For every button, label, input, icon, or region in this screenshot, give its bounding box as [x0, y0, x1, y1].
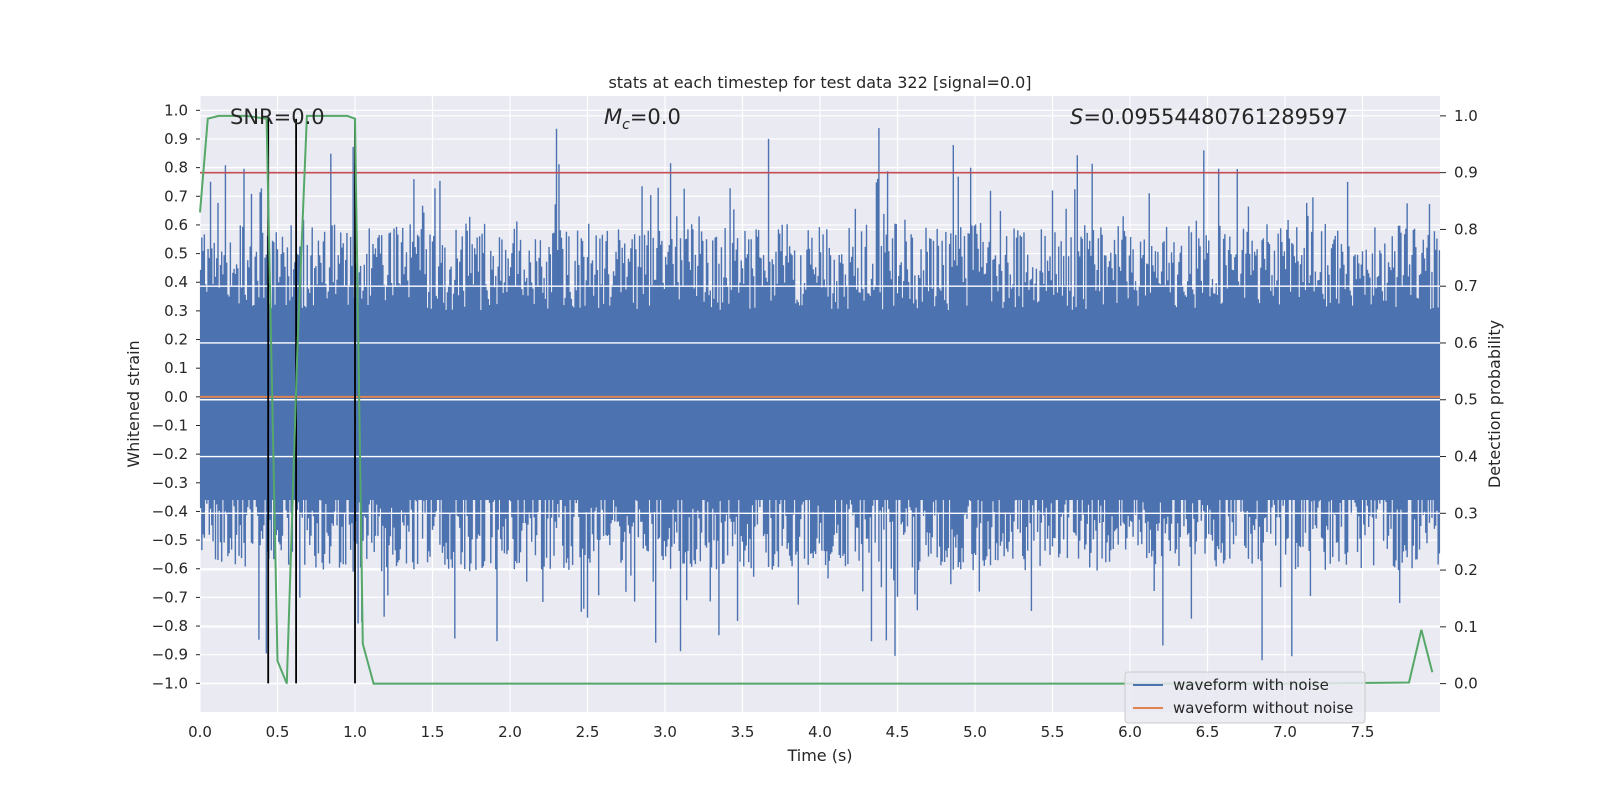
legend-label-clean: waveform without noise: [1173, 699, 1353, 717]
x-tick-label-13: 6.5: [1196, 723, 1220, 741]
right-tick-label-3: 0.7: [1454, 277, 1478, 295]
x-tick-label-11: 5.5: [1041, 723, 1065, 741]
right-tick-label-8: 0.2: [1454, 561, 1478, 579]
x-tick-label-0: 0.0: [188, 723, 212, 741]
left-tick-label-7: 0.3: [164, 302, 188, 320]
x-tick-label-1: 0.5: [266, 723, 290, 741]
left-tick-label-0: 1.0: [164, 101, 188, 119]
left-tick-label-13: −0.3: [152, 474, 188, 492]
right-tick-label-1: 0.9: [1454, 164, 1478, 182]
left-tick-label-20: −1.0: [152, 674, 188, 692]
left-tick-label-6: 0.4: [164, 273, 188, 291]
left-tick-label-10: 0.0: [164, 388, 188, 406]
chirp-mass-annotation: Mc=0.0: [604, 105, 681, 133]
left-tick-label-12: −0.2: [152, 445, 188, 463]
legend: waveform with noise waveform without noi…: [1124, 671, 1366, 724]
x-tick-label-3: 1.5: [421, 723, 445, 741]
left-tick-label-17: −0.7: [152, 588, 188, 606]
left-tick-label-3: 0.7: [164, 187, 188, 205]
right-y-axis-label: Detection probability: [1485, 320, 1504, 488]
left-tick-label-5: 0.5: [164, 245, 188, 263]
x-tick-label-2: 1.0: [343, 723, 367, 741]
s-statistic-annotation: S=0.09554480761289597: [1070, 105, 1348, 129]
x-tick-label-7: 3.5: [731, 723, 755, 741]
right-tick-label-7: 0.3: [1454, 504, 1478, 522]
snr-annotation: SNR=0.0: [230, 105, 325, 129]
left-y-axis-ticks: 1.0 0.9 0.8 0.7 0.6 0.5 0.4 0.3 0.2 0.1 0.0 −0.1 −0.…: [152, 101, 200, 692]
left-tick-label-14: −0.4: [152, 502, 188, 520]
right-tick-label-5: 0.5: [1454, 391, 1478, 409]
x-tick-label-12: 6.0: [1118, 723, 1142, 741]
left-tick-label-15: −0.5: [152, 531, 188, 549]
left-tick-label-9: 0.1: [164, 359, 188, 377]
chart-title: stats at each timestep for test data 322…: [608, 73, 1031, 92]
x-tick-label-9: 4.5: [886, 723, 910, 741]
left-tick-label-1: 0.9: [164, 130, 188, 148]
legend-box: [1124, 671, 1366, 724]
left-tick-label-19: −0.9: [152, 646, 188, 664]
right-y-axis-ticks: 1.0 0.9 0.8 0.7 0.6 0.5 0.4 0.3 0.2 0.1 0.0: [1440, 107, 1478, 693]
waveform-with-noise-series: [199, 128, 1441, 661]
right-tick-label-10: 0.0: [1454, 675, 1478, 693]
left-tick-label-2: 0.8: [164, 159, 188, 177]
left-tick-label-4: 0.6: [164, 216, 188, 234]
x-tick-label-5: 2.5: [576, 723, 600, 741]
right-tick-label-4: 0.6: [1454, 334, 1478, 352]
right-tick-label-6: 0.4: [1454, 448, 1478, 466]
left-tick-label-11: −0.1: [152, 416, 188, 434]
x-tick-label-10: 5.0: [963, 723, 987, 741]
right-tick-label-2: 0.8: [1454, 220, 1478, 238]
x-axis-label: Time (s): [786, 746, 852, 765]
x-tick-label-4: 2.0: [498, 723, 522, 741]
right-tick-label-0: 1.0: [1454, 107, 1478, 125]
x-tick-label-8: 4.0: [808, 723, 832, 741]
x-tick-label-15: 7.5: [1351, 723, 1375, 741]
left-tick-label-8: 0.2: [164, 331, 188, 349]
left-tick-label-18: −0.8: [152, 617, 188, 635]
legend-label-noise: waveform with noise: [1173, 676, 1329, 694]
x-tick-label-6: 3.0: [653, 723, 677, 741]
x-tick-label-14: 7.0: [1273, 723, 1297, 741]
right-tick-label-9: 0.1: [1454, 618, 1478, 636]
left-tick-label-16: −0.6: [152, 560, 188, 578]
x-axis-ticks: 0.0 0.5 1.0 1.5 2.0 2.5 3.0 3.5 4.0 4.5 5.0 5.5 6.0 6…: [188, 723, 1374, 741]
left-y-axis-label: Whitened strain: [124, 340, 143, 467]
